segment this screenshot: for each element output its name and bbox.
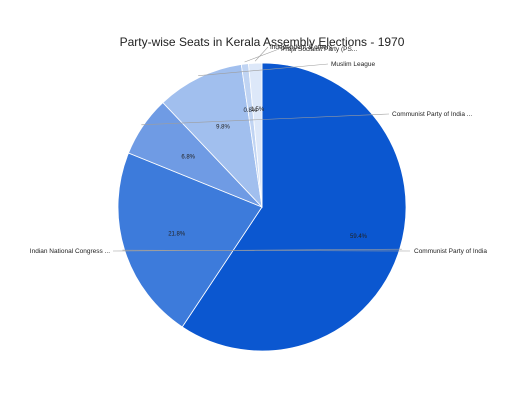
pie-slices: [117, 62, 407, 352]
slice-percent-label: 1.5%: [251, 107, 265, 113]
slice-percent-label: 0.8%: [243, 108, 257, 114]
leader-line: [122, 249, 411, 252]
pie-slice: [248, 62, 263, 208]
leader-line: [244, 48, 280, 63]
slice-category-label: Independent & others: [270, 44, 333, 51]
leader-line: [198, 63, 329, 76]
slice-category-label: Indian National Congress ...: [30, 248, 110, 255]
slice-category-label: Muslim League: [331, 61, 375, 68]
slice-percent-label: 9.8%: [216, 125, 230, 131]
slice-labels: 59.4% Indian National Congress ... 21.8% Co…: [30, 44, 488, 255]
leader-line: [141, 113, 390, 126]
pie-slice: [117, 152, 263, 328]
leader-line: [254, 46, 269, 62]
pie-slice: [162, 64, 263, 209]
slice-percent-label: 21.8%: [168, 231, 186, 237]
slice-category-label: Praja Socialist Party (PS...: [281, 46, 357, 53]
leader-lines: [112, 46, 411, 252]
pie-slice: [181, 62, 407, 352]
slice-category-label: Communist Party of India ...: [392, 111, 472, 118]
slice-percent-label: 6.8%: [181, 155, 195, 161]
slice-category-label: Communist Party of India: [414, 248, 487, 255]
slice-percent-label: 59.4%: [350, 234, 368, 240]
chart-title: Party-wise Seats in Kerala Assembly Elec…: [120, 35, 405, 49]
leader-line: [112, 248, 402, 252]
